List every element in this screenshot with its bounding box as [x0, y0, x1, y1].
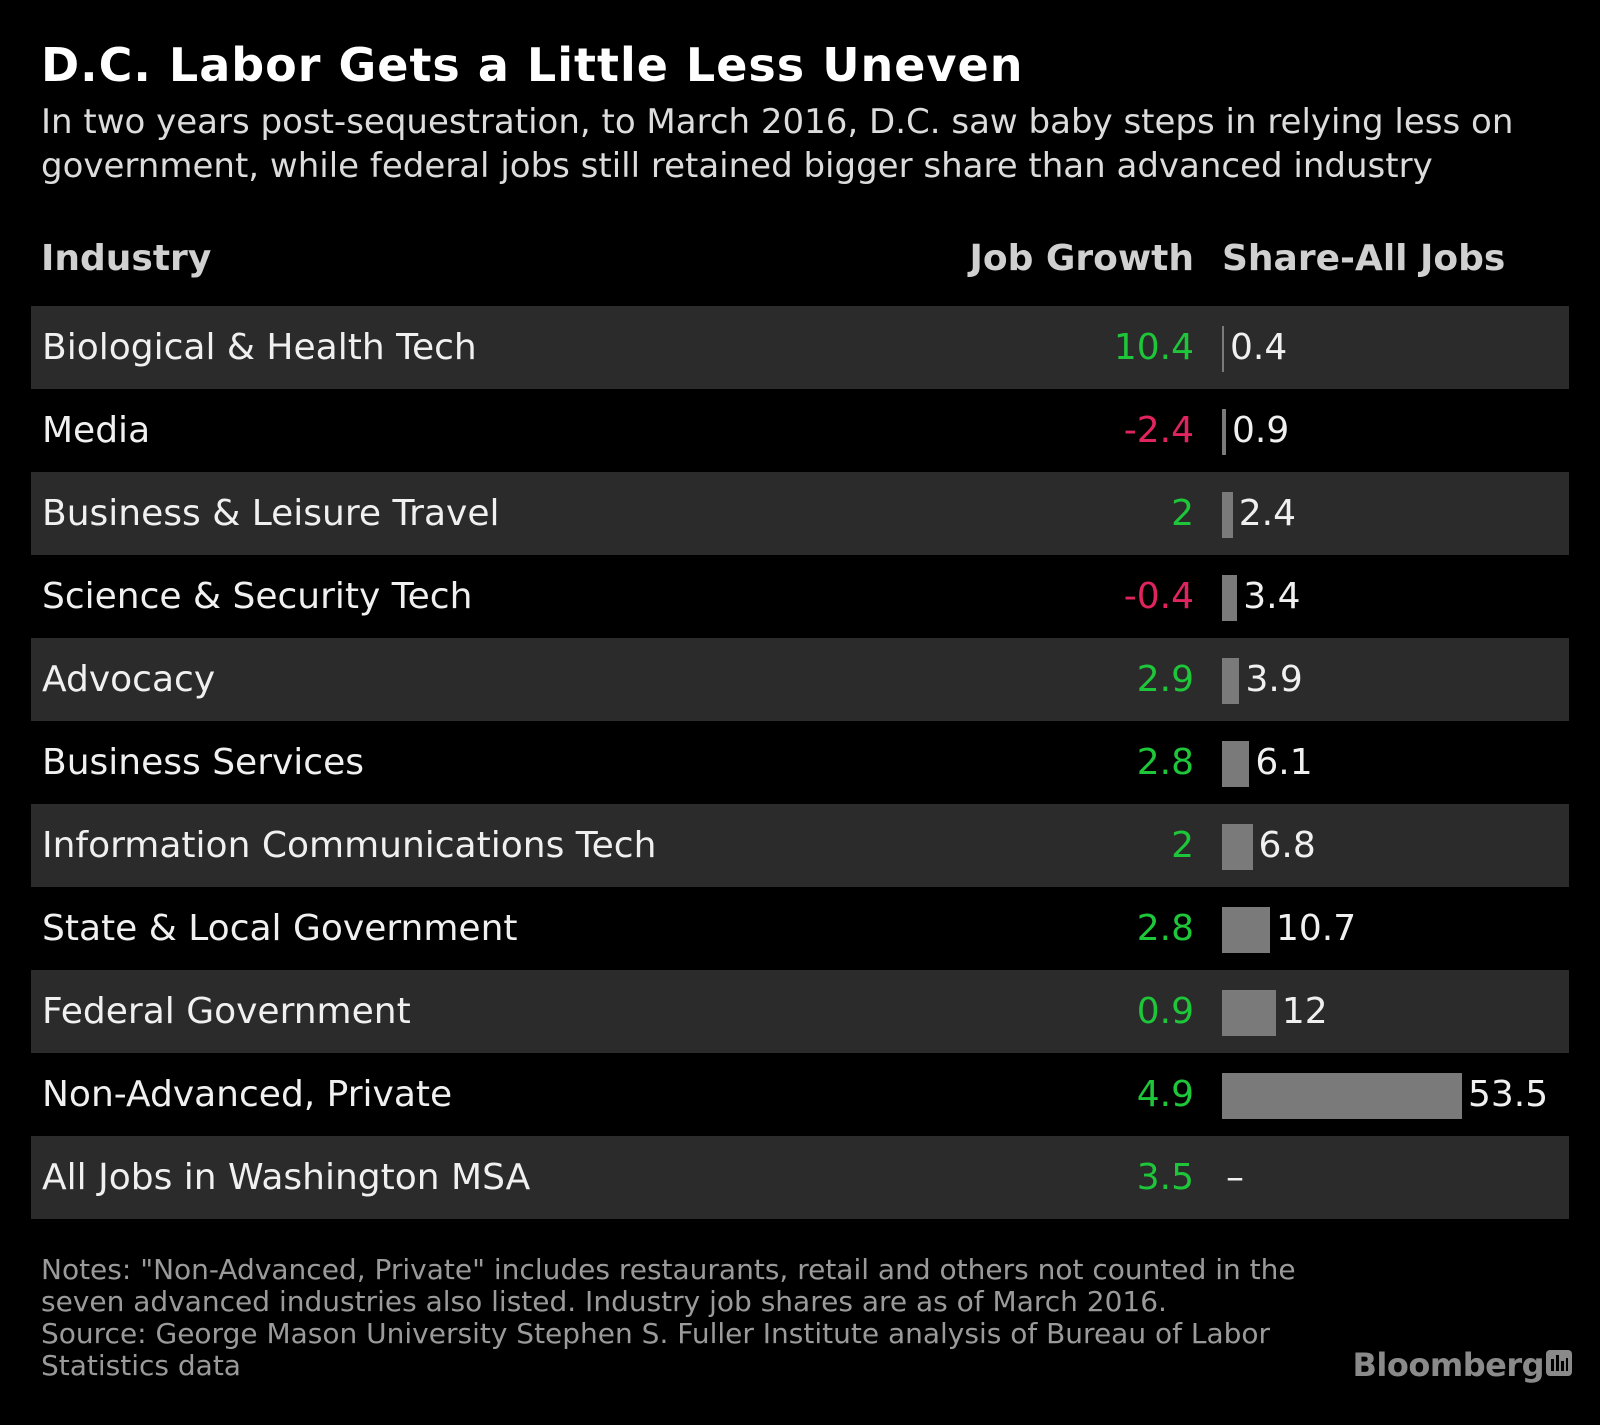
share-value: 0.4	[1230, 327, 1288, 368]
share-bar	[1222, 990, 1276, 1036]
share-cell: 6.8	[1222, 804, 1562, 887]
bloomberg-bars-icon	[1546, 1350, 1572, 1376]
industry-name: Advocacy	[42, 659, 216, 700]
table-row: Information Communications Tech 2 6.8	[31, 804, 1569, 887]
job-growth-value: 2.9	[1136, 659, 1194, 700]
share-cell: –	[1222, 1136, 1562, 1219]
share-cell: 0.9	[1222, 389, 1562, 472]
table-row: Biological & Health Tech 10.4 0.4	[31, 306, 1569, 389]
table-row: All Jobs in Washington MSA 3.5–	[31, 1136, 1569, 1219]
share-value: 3.9	[1245, 659, 1303, 700]
notes-block: Notes: "Non-Advanced, Private" includes …	[41, 1254, 1341, 1382]
industry-name: Biological & Health Tech	[42, 327, 477, 368]
share-value: 6.8	[1258, 825, 1316, 866]
share-cell: 0.4	[1222, 306, 1562, 389]
table-row: Media -2.4 0.9	[31, 389, 1569, 472]
share-bar	[1222, 492, 1233, 538]
industry-name: Science & Security Tech	[42, 576, 473, 617]
chart-title: D.C. Labor Gets a Little Less Uneven	[41, 38, 1024, 92]
header-share-all-jobs: Share-All Jobs	[1222, 238, 1506, 279]
share-value: 0.9	[1232, 410, 1290, 451]
job-growth-value: 4.9	[1136, 1074, 1194, 1115]
industry-name: Business & Leisure Travel	[42, 493, 500, 534]
job-growth-value: 3.5	[1136, 1157, 1194, 1198]
share-bar	[1222, 907, 1270, 953]
job-growth-value: 0.9	[1136, 991, 1194, 1032]
share-cell: 10.7	[1222, 887, 1562, 970]
share-cell: 12	[1222, 970, 1562, 1053]
job-growth-value: 10.4	[1113, 327, 1194, 368]
share-value: 6.1	[1255, 742, 1313, 783]
share-bar	[1222, 658, 1240, 704]
share-bar	[1222, 741, 1250, 787]
table-row: Business & Leisure Travel 2 2.4	[31, 472, 1569, 555]
share-bar	[1222, 326, 1224, 372]
chart-subtitle: In two years post-sequestration, to Marc…	[41, 102, 1514, 186]
job-growth-value: 2	[1171, 825, 1194, 866]
share-value: 2.4	[1238, 493, 1297, 534]
job-growth-value: 2	[1171, 493, 1194, 534]
share-value: 53.5	[1468, 1074, 1549, 1115]
table-row: Business Services 2.8 6.1	[31, 721, 1569, 804]
share-value: –	[1226, 1157, 1244, 1198]
job-growth-value: -0.4	[1123, 576, 1194, 617]
share-cell: 2.4	[1222, 472, 1562, 555]
share-bar	[1222, 1073, 1462, 1119]
share-value: 12	[1281, 991, 1328, 1032]
share-cell: 53.5	[1222, 1053, 1562, 1136]
share-value: 3.4	[1243, 576, 1301, 617]
share-cell: 3.9	[1222, 638, 1562, 721]
job-growth-value: 2.8	[1136, 908, 1194, 949]
industry-name: Business Services	[42, 742, 364, 783]
table-row: Federal Government 0.9 12	[31, 970, 1569, 1053]
share-bar	[1222, 824, 1253, 870]
header-job-growth: Job Growth	[969, 238, 1194, 279]
industry-table: Biological & Health Tech 10.4 0.4 Media -2.4…	[31, 306, 1569, 1219]
share-cell: 6.1	[1222, 721, 1562, 804]
share-bar	[1222, 409, 1227, 455]
industry-name: All Jobs in Washington MSA	[42, 1157, 531, 1198]
industry-name: Media	[42, 410, 151, 451]
source-line: Source: George Mason University Stephen …	[41, 1317, 1271, 1350]
table-row: Advocacy 2.9 3.9	[31, 638, 1569, 721]
share-cell: 3.4	[1222, 555, 1562, 638]
industry-name: Federal Government	[42, 991, 411, 1032]
table-row: Non-Advanced, Private 4.9 53.5	[31, 1053, 1569, 1136]
notes-line: Notes: "Non-Advanced, Private" includes …	[41, 1253, 1296, 1286]
share-bar	[1222, 575, 1238, 621]
job-growth-value: 2.8	[1136, 742, 1194, 783]
table-row: State & Local Government 2.8 10.7	[31, 887, 1569, 970]
industry-name: State & Local Government	[42, 908, 518, 949]
notes-line: seven advanced industries also listed. I…	[41, 1285, 1167, 1318]
industry-name: Information Communications Tech	[42, 825, 657, 866]
bloomberg-logo: Bloomberg	[1352, 1346, 1545, 1384]
source-line: Statistics data	[41, 1349, 241, 1382]
table-row: Science & Security Tech -0.4 3.4	[31, 555, 1569, 638]
job-growth-value: -2.4	[1123, 410, 1194, 451]
header-industry: Industry	[41, 238, 212, 279]
share-value: 10.7	[1276, 908, 1357, 949]
industry-name: Non-Advanced, Private	[42, 1074, 453, 1115]
